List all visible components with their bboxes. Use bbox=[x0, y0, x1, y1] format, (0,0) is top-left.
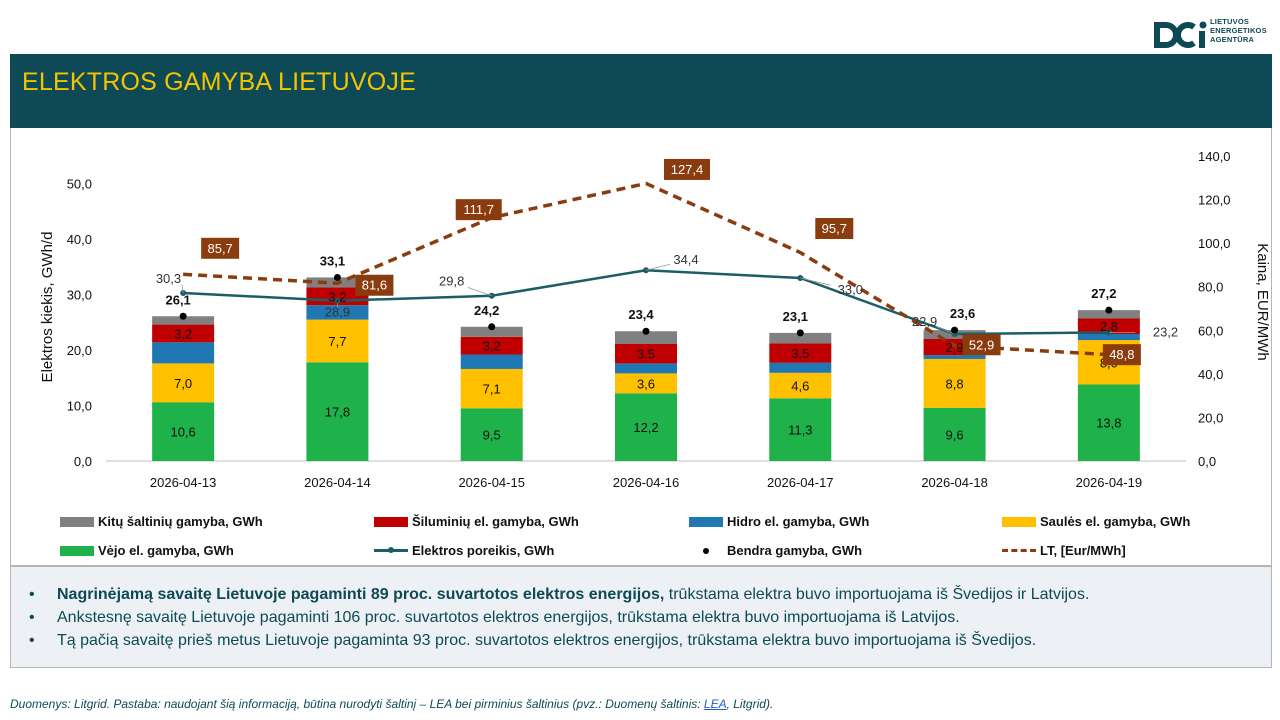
legend-demand: Elektros poreikis, GWh bbox=[374, 543, 554, 558]
note-3-text: Tą pačią savaitę prieš metus Lietuvoje p… bbox=[57, 632, 1037, 649]
legend-other: Kitų šaltinių gamyba, GWh bbox=[60, 514, 263, 529]
note-1-bold: Nagrinėjamą savaitę Lietuvoje pagaminti … bbox=[57, 586, 665, 603]
note-bullet: • bbox=[29, 632, 35, 649]
legend-thermal-swatch bbox=[374, 516, 408, 527]
note-bullet: • bbox=[29, 609, 35, 626]
legend-price-line bbox=[1002, 549, 1036, 552]
legend-total-marker bbox=[689, 546, 723, 556]
legend-wind-swatch bbox=[60, 545, 94, 556]
note-bullet: • bbox=[29, 586, 35, 603]
legend-hydro-label: Hidro el. gamyba, GWh bbox=[727, 514, 870, 529]
legend-total: Bendra gamyba, GWh bbox=[689, 543, 862, 558]
footer-text: Duomenys: Litgrid. Pastaba: naudojant ši… bbox=[10, 697, 704, 711]
logo-text-line-3: AGENTŪRA bbox=[1210, 35, 1255, 44]
logo-text-line-2: ENERGETIKOS bbox=[1210, 26, 1267, 35]
legend-thermal: Šiluminių el. gamyba, GWh bbox=[374, 514, 579, 529]
legend-demand-line bbox=[374, 547, 408, 553]
lea-logo-icon bbox=[1154, 21, 1207, 48]
note-2: • Ankstesnę savaitę Lietuvoje pagaminti … bbox=[29, 606, 1271, 629]
legend-thermal-label: Šiluminių el. gamyba, GWh bbox=[412, 514, 579, 529]
title-band: ELEKTROS GAMYBA LIETUVOJE bbox=[10, 54, 1272, 128]
legend-price: LT, [Eur/MWh] bbox=[1002, 543, 1126, 558]
legend-solar-swatch bbox=[1002, 516, 1036, 527]
note-2-text: Ankstesnę savaitę Lietuvoje pagaminti 10… bbox=[57, 609, 960, 626]
footer-link-lea[interactable]: LEA bbox=[703, 697, 727, 711]
legend-wind: Vėjo el. gamyba, GWh bbox=[60, 543, 234, 558]
legend-other-swatch bbox=[60, 516, 94, 527]
legend-total-label: Bendra gamyba, GWh bbox=[727, 543, 863, 558]
logo-text-line-1: LIETUVOS bbox=[1210, 17, 1250, 26]
legend-price-label: LT, [Eur/MWh] bbox=[1040, 543, 1126, 558]
note-1: • Nagrinėjamą savaitę Lietuvoje pagamint… bbox=[29, 583, 1271, 606]
legend-other-label: Kitų šaltinių gamyba, GWh bbox=[98, 514, 263, 529]
note-3: • Tą pačią savaitę prieš metus Lietuvoje… bbox=[29, 629, 1271, 652]
legend-demand-label: Elektros poreikis, GWh bbox=[412, 543, 555, 558]
footer-source: Duomenys: Litgrid. Pastaba: naudojant ši… bbox=[10, 697, 773, 711]
logo-text: LIETUVOS ENERGETIKOS AGENTŪRA bbox=[1210, 17, 1267, 44]
notes-panel: • Nagrinėjamą savaitę Lietuvoje pagamint… bbox=[10, 566, 1272, 668]
note-1-text: trūkstama elektra buvo importuojama iš Š… bbox=[664, 586, 1090, 603]
page-title: ELEKTROS GAMYBA LIETUVOJE bbox=[22, 68, 417, 96]
legend-solar: Saulės el. gamyba, GWh bbox=[1002, 514, 1190, 529]
legend-solar-label: Saulės el. gamyba, GWh bbox=[1040, 514, 1191, 529]
legend-wind-label: Vėjo el. gamyba, GWh bbox=[98, 543, 234, 558]
legend-hydro: Hidro el. gamyba, GWh bbox=[689, 514, 869, 529]
footer-text-end: , Litgrid). bbox=[726, 697, 774, 711]
legend-hydro-swatch bbox=[689, 516, 723, 527]
chart-frame bbox=[10, 128, 1272, 566]
